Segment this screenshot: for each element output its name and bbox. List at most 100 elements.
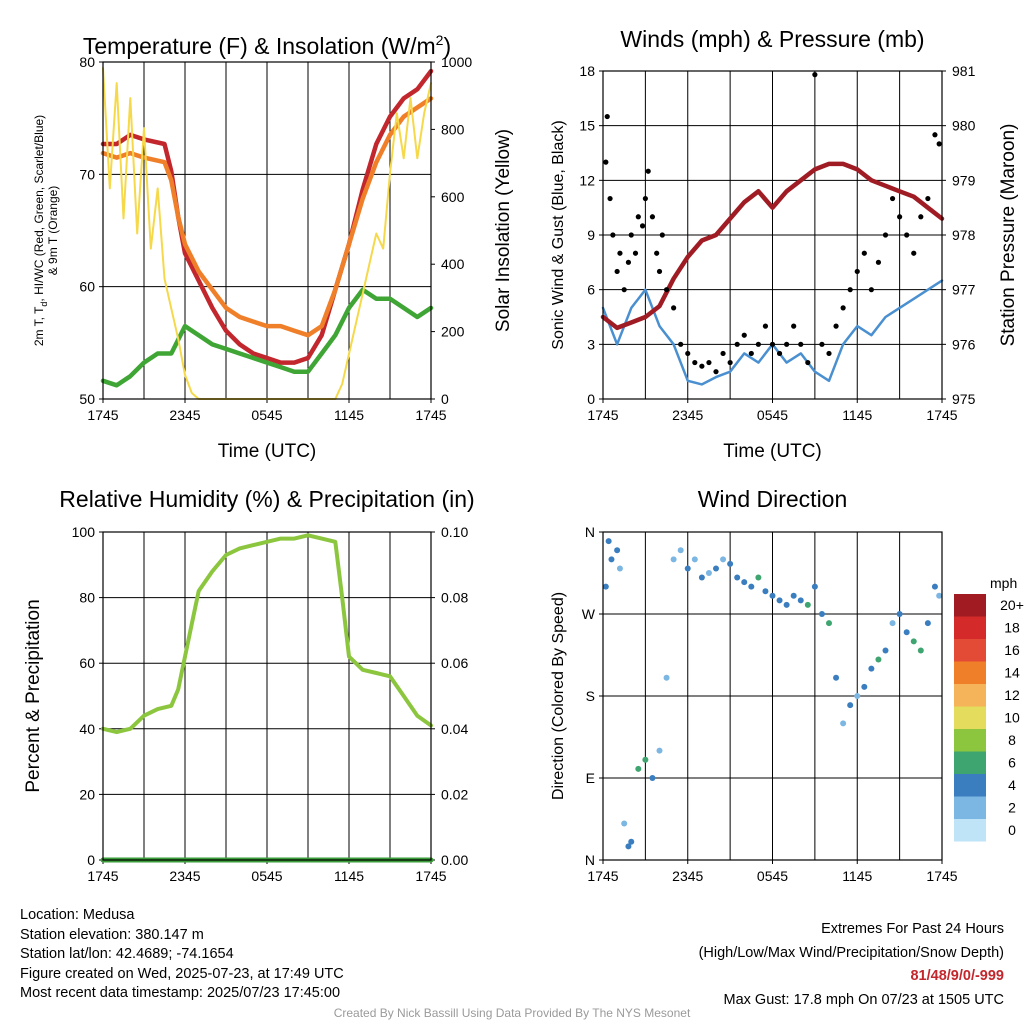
wdir-point [783,601,790,608]
chart-title: Relative Humidity (%) & Precipitation (i… [59,486,474,512]
panel-wind: 0 3 6 9 12 15 18 975 976 977 978 979 980 981 1745 2345 0… [550,26,1019,462]
wdir-point [741,579,748,586]
series-rh [101,533,433,735]
timestamp-text: Most recent data timestamp: 2025/07/23 1… [20,985,341,1001]
wdir-point [769,592,776,599]
gust-point [621,287,627,293]
gust-point [776,350,783,357]
legend-swatch [954,706,986,729]
wdir-point [868,665,875,672]
wdir-point [811,583,818,590]
legend-label: 12 [1004,687,1020,703]
series-t2m [100,68,434,365]
gust-point [755,341,761,347]
y2-tick-label: 977 [952,282,976,298]
wdir-point [896,611,903,617]
wdir-point [705,570,712,576]
y-axis-label: Sonic Wind & Gust (Blue, Black) [550,120,567,349]
x-tick-label: 0545 [757,407,788,423]
y2-tick-label: 1000 [441,54,472,70]
y2-tick-label: 0.10 [441,524,468,540]
chart-title: Wind Direction [698,486,848,512]
x-tick-label: 2345 [169,407,200,423]
legend-label: 4 [1008,777,1016,793]
chart-title: Temperature (F) & Insolation (W/m2) [83,32,451,59]
wdir-point [727,560,734,567]
gust-point [904,232,910,238]
y2-tick-label: 0.04 [441,721,468,737]
plot-frame [602,531,943,861]
y2-tick-label: 0 [441,391,449,407]
legend-swatch [954,751,986,774]
gust-point [918,214,924,220]
wdir-point [861,683,868,690]
gust-point [769,341,776,347]
legend-swatch [954,729,986,752]
gust-point [639,223,646,229]
gust-point [645,168,651,174]
y-tick-label: 100 [72,524,96,540]
y-tick-label: 70 [79,166,95,182]
gust-point [617,250,623,256]
gust-point [659,232,665,238]
wdir-point [847,702,854,709]
x-tick-label: 2345 [672,868,703,884]
wdir-point [917,647,924,654]
credit-text: Created By Nick Bassill Using Data Provi… [333,1006,691,1020]
x-tick-label: 0545 [251,868,282,884]
wdir-point [684,565,691,572]
gust-point [713,369,719,375]
gust-point [727,359,733,366]
wdir-point [889,620,896,627]
y2-axis-label: Solar Insolation (Yellow) [493,129,514,332]
legend-swatch [954,819,986,842]
wdir-point [936,592,943,599]
gust-point [840,305,846,311]
y-tick-label: 50 [79,391,95,407]
gust-point [868,287,874,293]
gust-point [748,350,754,357]
y-tick-label: N [585,852,595,868]
y-tick-label: 40 [79,721,95,737]
y-tick-label: N [585,524,595,540]
series-pressure [600,161,945,331]
gust-point [812,72,818,78]
legend-swatch [954,661,986,684]
gust-point [654,250,660,256]
y-tick-label: 20 [79,786,95,802]
gust-point [706,359,712,366]
wdir-point [826,620,832,627]
series-td [100,287,434,388]
y-tick-label: 15 [579,118,595,134]
gust-point [625,259,632,265]
gust-point [604,113,610,120]
gust-point [692,359,698,366]
y2-axis-label: Station Pressure (Maroon) [998,124,1019,347]
legend-label: 20+ [1000,597,1024,613]
gust-point [671,305,677,311]
gust-point [699,363,705,369]
x-tick-label: 1145 [334,407,364,423]
series-t9m [100,96,434,338]
plot-frame [602,70,943,400]
y-tick-label: 80 [79,590,95,606]
wdir-point [762,588,769,595]
wdir-point [910,638,917,645]
wdir-point [677,547,684,554]
wdir-point [804,601,811,608]
gust-point [911,250,917,256]
y-axis-label: Percent & Precipitation [23,599,44,792]
panel-rh: 0 20 40 60 80 100 0.00 0.02 0.04 0.06 0.08 0.10 1745… [23,486,475,884]
gust-point [685,350,691,357]
gust-point [720,350,726,357]
extremes-values: 81/48/9/0/-999 [910,968,1004,984]
wdir-point [614,547,621,554]
y2-tick-label: 0.06 [441,655,468,671]
wdir-point [833,674,840,681]
legend-label: 14 [1004,665,1020,681]
wdir-point [625,843,632,850]
wdir-point [635,765,642,772]
gust-point [663,287,670,293]
